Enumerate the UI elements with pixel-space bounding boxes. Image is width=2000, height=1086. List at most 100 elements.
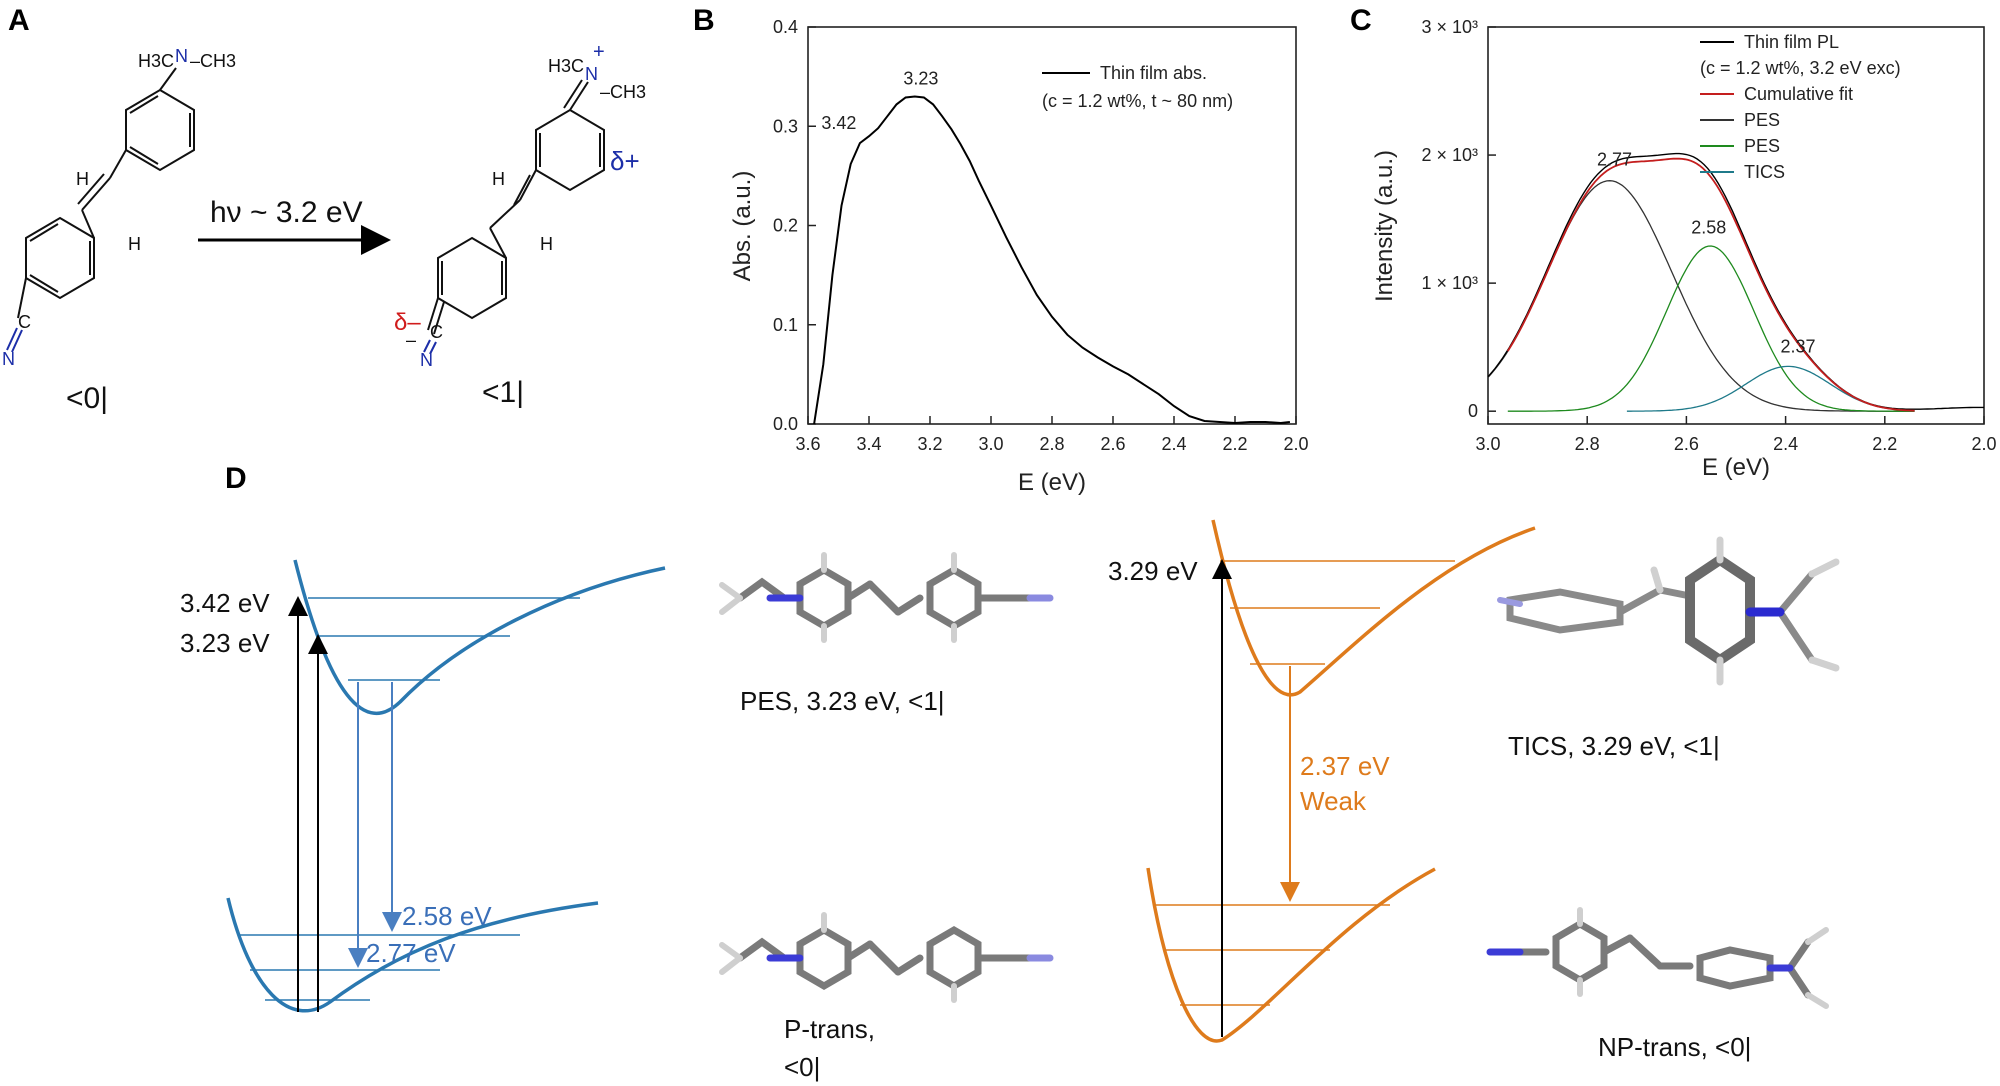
y-axis-label: Abs. (a.u.) [729,171,756,282]
triple-bond [11,329,23,353]
tics-molecule-render [1497,536,1840,686]
double-bond [29,274,59,293]
y-ticks: 0.0 0.1 0.2 0.3 0.4 [773,17,816,434]
legend-entry: (c = 1.2 wt%, 3.2 eV exc) [1700,58,1901,78]
excite-label-3-29: 3.29 eV [1108,556,1198,586]
y-tick-label: 0.3 [773,116,798,136]
peak-annotation: 2.58 [1691,218,1726,238]
hydrogen-stick [719,582,743,601]
ptrans-label-line2: <0| [784,1052,820,1082]
atom-n: N [175,46,188,66]
partial-positive: δ+ [610,146,640,176]
y-tick-label: 0.0 [773,414,798,434]
legend-entry: PES [1744,110,1780,130]
x-tick-label: 2.2 [1222,434,1247,454]
x-tick-label: 3.0 [978,434,1003,454]
tics-potential-curve [1211,519,1536,697]
ring-stick [796,565,852,631]
legend-entry: TICS [1744,162,1785,182]
x-tick-label: 3.0 [1475,434,1500,454]
x-tick-label: 2.2 [1872,434,1897,454]
atom-ch3: –CH3 [190,51,236,71]
emit-label-2-58: 2.58 eV [402,901,492,931]
panel-b: B 3.6 3.4 3.2 3.0 2.8 2.6 2.4 2.2 2.0 0.00.10.20… [693,4,1309,496]
bond [109,149,127,179]
vinyl-double-bond [81,177,111,211]
atom-h3c: H3C [548,56,584,76]
ring-stick [1552,919,1608,985]
peak-annotation: 3.42 [821,113,856,133]
double-bond [29,223,59,242]
x-tick-label: 2.6 [1100,434,1125,454]
ring-stick [926,565,982,631]
panel-c: C 3.0 2.8 2.6 2.4 2.2 2.0 0 1 × 10³ 2 × 10³ 3 × … [1350,4,1997,481]
excite-label-3-23: 3.23 eV [180,628,270,658]
stick-bond [894,594,924,616]
y-tick-label: 1 × 10³ [1421,273,1478,293]
bond [489,199,521,229]
emit-label-weak: Weak [1300,786,1367,816]
y-tick-label: 0.2 [773,216,798,236]
vibrational-levels-tics [1220,560,1455,665]
ring-stick [1506,588,1624,634]
legend-entry: Thin film PL [1744,32,1839,52]
double-bond [513,174,531,206]
x-tick-label: 3.2 [917,434,942,454]
legend-entry: PES [1744,136,1780,156]
annotations: 3.42 3.23 [821,68,938,133]
state-excited-label: <1| [482,376,524,409]
panel-letter-a: A [8,4,30,37]
bond [159,67,177,91]
atom-c: C [430,322,443,342]
hydrogen-stick [1808,558,1840,578]
hydrogen-stick [1805,927,1829,945]
double-bond [129,146,159,165]
partial-negative: δ– [394,309,421,336]
double-bond [563,79,583,109]
x-ticks: 3.6 3.4 3.2 3.0 2.8 2.6 2.4 2.2 2.0 [795,416,1309,454]
bond [17,277,27,319]
charge-plus: + [593,41,605,63]
hydrogen-stick [1650,566,1664,594]
stick-bond [1776,570,1816,616]
quinoid-ring-top [535,108,605,192]
x-tick-label: 2.8 [1575,434,1600,454]
pl-curves [1487,152,1984,412]
molecule-excited [423,79,605,355]
x-tick-label: 2.0 [1283,434,1308,454]
x-ticks: 3.0 2.8 2.6 2.4 2.2 2.0 [1475,416,1997,454]
peak-curve-2 [1507,245,1915,412]
x-tick-label: 2.0 [1971,434,1996,454]
panel-d: D 3.42 eV 3.23 eV 2.58 eV 2.77 eV [180,462,1840,1082]
energy-diagram-right: 3.29 eV 2.37 eV Weak [1108,519,1536,1043]
charge-minus: – [406,330,416,350]
emit-label-2-37: 2.37 eV [1300,751,1390,781]
ring-stick [1696,946,1774,990]
stick-bond [866,580,902,616]
x-tick-label: 2.8 [1039,434,1064,454]
legend: Thin film PL (c = 1.2 wt%, 3.2 eV exc) Cum… [1700,32,1901,182]
y-tick-label: 3 × 10³ [1421,17,1478,37]
atom-h: H [540,234,553,254]
atom-n: N [2,349,15,369]
stick-bond [1776,608,1816,664]
pes-molecule-render [719,552,1054,643]
cumulative-fit-curve [1507,157,1915,412]
atom-h: H [128,234,141,254]
legend-entry: Cumulative fit [1744,84,1853,104]
x-tick-label: 2.4 [1161,434,1186,454]
tics-state-label: TICS, 3.29 eV, <1| [1508,731,1720,761]
annotations: 2.77 2.58 2.37 [1597,150,1816,357]
pes-state-label: PES, 3.23 eV, <1| [740,686,945,716]
stick-bond [866,940,902,976]
stick-bond [1786,938,1812,972]
bond [519,169,537,201]
quinoid-ring-bottom [437,236,507,320]
molecule-ground [6,67,195,353]
peak-annotation: 2.37 [1780,337,1815,357]
stick-bond [1600,934,1634,956]
ptrans-molecule-render [719,912,1054,1003]
stick-bond [844,940,874,962]
emit-label-2-77: 2.77 eV [366,938,456,968]
